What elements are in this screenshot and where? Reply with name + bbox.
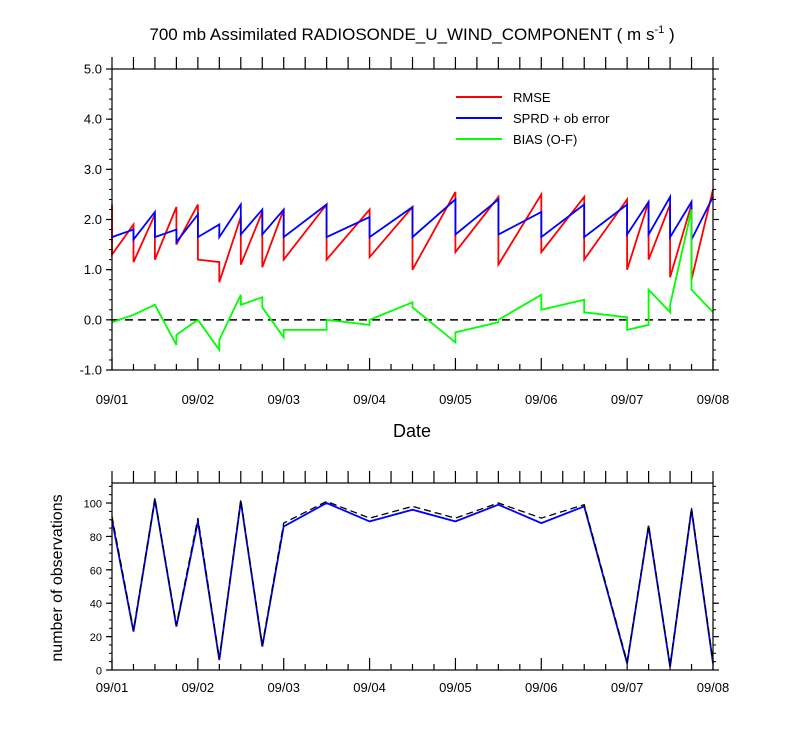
y-tick-label: -1.0	[80, 363, 102, 378]
x-tick-label: 09/04	[353, 680, 386, 695]
x-tick-label: 09/06	[525, 392, 558, 407]
legend-label: BIAS (O-F)	[513, 132, 577, 147]
x-tick-label: 09/07	[611, 680, 644, 695]
legend-label: RMSE	[513, 90, 551, 105]
y-axis-label-bottom: number of observations	[49, 494, 66, 661]
x-tick-label: 09/08	[697, 392, 730, 407]
x-tick-label: 09/03	[267, 680, 300, 695]
x-tick-label: 09/02	[182, 392, 215, 407]
x-tick-label: 09/03	[267, 392, 300, 407]
x-tick-label: 09/05	[439, 680, 472, 695]
x-tick-label: 09/01	[96, 392, 129, 407]
plot-frame	[111, 482, 714, 671]
legend-label: SPRD + ob error	[513, 111, 610, 126]
y-tick-label: 40	[90, 599, 102, 611]
y-tick-label: 1.0	[84, 262, 102, 277]
series-line-observations-dashed	[111, 497, 714, 666]
top-chart: 09/01 09/02 09/03 09/04 09/05 09/06 09/07 09/08…	[80, 57, 730, 407]
y-tick-label: 2.0	[84, 212, 102, 227]
x-axis-label: Date	[393, 421, 431, 441]
y-tick-label: 20	[90, 632, 102, 644]
x-tick-label: 09/01	[96, 680, 129, 695]
series-line-sprd-ob-error	[111, 193, 714, 245]
x-tick-label: 09/08	[697, 680, 730, 695]
x-tick-label: 09/06	[525, 680, 558, 695]
x-tick-label: 09/05	[439, 392, 472, 407]
y-tick-label: 100	[84, 499, 102, 511]
y-tick-label: 80	[90, 532, 102, 544]
series-line-bias-o-f	[111, 209, 714, 353]
x-tick-label: 09/04	[353, 392, 386, 407]
y-tick-label: 5.0	[84, 62, 102, 77]
y-tick-label: 3.0	[84, 162, 102, 177]
y-tick-label: 60	[90, 565, 102, 577]
y-tick-label: 4.0	[84, 112, 102, 127]
series-line-observations	[111, 499, 714, 667]
chart-title-exponent: -1	[654, 24, 664, 36]
bottom-chart: 09/01 09/02 09/03 09/04 09/05 09/06 09/07 09/08…	[84, 471, 730, 695]
x-tick-label: 09/02	[182, 680, 215, 695]
chart-title-main: 700 mb Assimilated RADIOSONDE_U_WIND_COM…	[149, 25, 654, 44]
chart-title-close: )	[664, 25, 674, 44]
x-tick-label: 09/07	[611, 392, 644, 407]
y-tick-label: 0	[96, 666, 102, 678]
chart-title: 700 mb Assimilated RADIOSONDE_U_WIND_COM…	[149, 24, 674, 44]
y-tick-label: 0.0	[84, 312, 102, 327]
